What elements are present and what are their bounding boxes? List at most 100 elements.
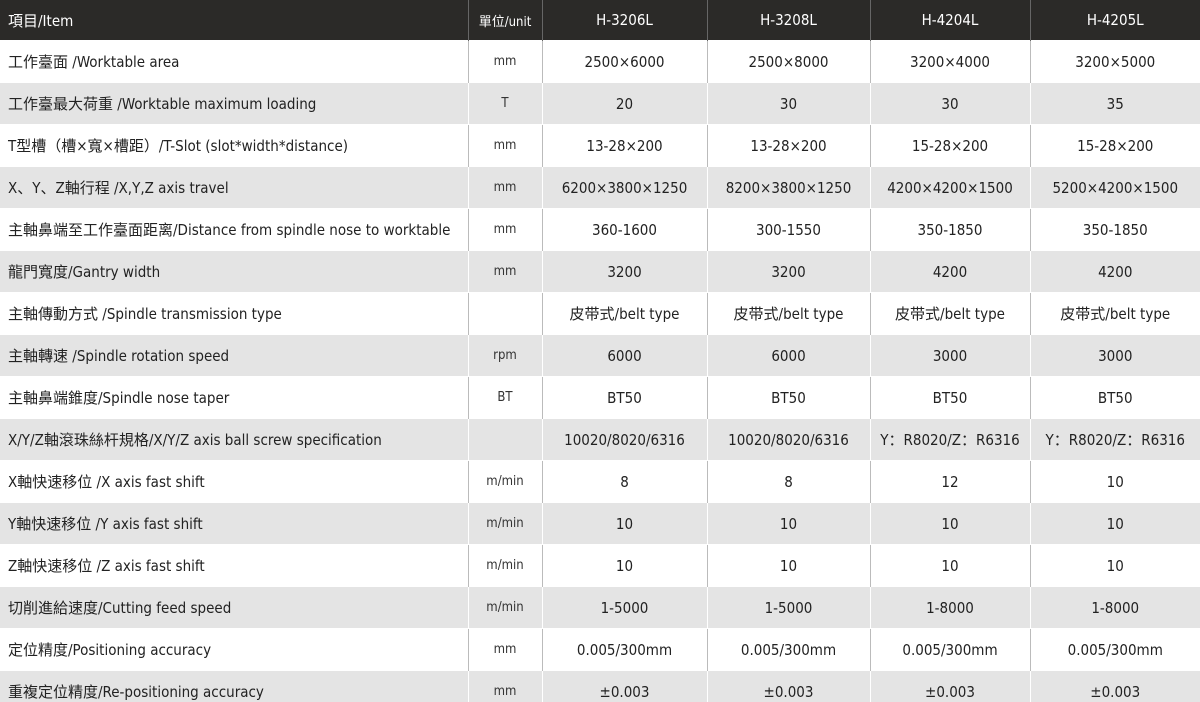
item-cell: 主軸鼻端錐度/Spindle nose taper <box>0 376 468 419</box>
value-cell: 6000 <box>541 334 707 377</box>
value-cell: 10 <box>1029 460 1200 503</box>
value-cell: 15-28×200 <box>869 124 1030 167</box>
value-cell: BT50 <box>1029 376 1200 419</box>
value-cell: 2500×6000 <box>541 40 707 83</box>
unit-cell: mm <box>467 40 542 83</box>
unit-cell: m/min <box>467 586 542 629</box>
unit-cell: BT <box>467 376 542 419</box>
item-cell: X、Y、Z軸行程 /X,Y,Z axis travel <box>0 166 468 209</box>
unit-cell: m/min <box>467 460 542 503</box>
value-cell: 30 <box>706 82 870 125</box>
value-cell: BT50 <box>869 376 1030 419</box>
value-cell: 1-8000 <box>1029 586 1200 629</box>
value-cell: 8 <box>706 460 870 503</box>
value-cell: BT50 <box>706 376 870 419</box>
spec-row: 重複定位精度/Re-positioning accuracy mm ±0.003 ±0… <box>0 670 1200 702</box>
value-cell: 2500×8000 <box>706 40 870 83</box>
value-cell: 350-1850 <box>1029 208 1200 251</box>
value-cell: 3000 <box>1029 334 1200 377</box>
spec-row: 龍門寬度/Gantry width mm 3200 3200 4200 4200 <box>0 250 1200 293</box>
value-cell: 皮带式/belt type <box>541 292 707 335</box>
model-header: H-4204L <box>869 0 1030 41</box>
item-cell: 定位精度/Positioning accuracy <box>0 628 468 671</box>
item-cell: 工作臺面 /Worktable area <box>0 40 468 83</box>
value-cell: 10 <box>1029 502 1200 545</box>
value-cell: 皮带式/belt type <box>869 292 1030 335</box>
spec-row: 主軸傳動方式 /Spindle transmission type 皮带式/bel… <box>0 292 1200 335</box>
model-header: H-4205L <box>1029 0 1200 41</box>
value-cell: 4200 <box>869 250 1030 293</box>
spec-row: X軸快速移位 /X axis fast shift m/min 8 8 12 10 <box>0 460 1200 503</box>
value-cell: 0.005/300mm <box>869 628 1030 671</box>
spec-row: 主軸鼻端至工作臺面距离/Distance from spindle nose t… <box>0 208 1200 251</box>
item-cell: 主軸傳動方式 /Spindle transmission type <box>0 292 468 335</box>
model-header: H-3208L <box>706 0 870 41</box>
value-cell: 3200×4000 <box>869 40 1030 83</box>
spec-row: Z軸快速移位 /Z axis fast shift m/min 10 10 10 10 <box>0 544 1200 587</box>
item-cell: 工作臺最大荷重 /Worktable maximum loading <box>0 82 468 125</box>
value-cell: 10 <box>1029 544 1200 587</box>
unit-cell: mm <box>467 124 542 167</box>
spec-row: 切削進給速度/Cutting feed speed m/min 1-5000 1-50… <box>0 586 1200 629</box>
value-cell: 300-1550 <box>706 208 870 251</box>
value-cell: 3000 <box>869 334 1030 377</box>
value-cell: Y：R8020/Z：R6316 <box>869 418 1030 461</box>
value-cell: ±0.003 <box>541 670 707 702</box>
unit-cell: m/min <box>467 502 542 545</box>
value-cell: 350-1850 <box>869 208 1030 251</box>
value-cell: 6000 <box>706 334 870 377</box>
value-cell: 1-5000 <box>541 586 707 629</box>
header-item: 項目/Item <box>0 0 468 41</box>
unit-cell: T <box>467 82 542 125</box>
unit-cell: rpm <box>467 334 542 377</box>
header-unit: 單位/unit <box>467 0 542 41</box>
value-cell: ±0.003 <box>869 670 1030 702</box>
unit-cell: m/min <box>467 544 542 587</box>
item-cell: 切削進給速度/Cutting feed speed <box>0 586 468 629</box>
value-cell: 12 <box>869 460 1030 503</box>
item-cell: Y軸快速移位 /Y axis fast shift <box>0 502 468 545</box>
unit-cell: mm <box>467 628 542 671</box>
value-cell: 15-28×200 <box>1029 124 1200 167</box>
value-cell: 10020/8020/6316 <box>541 418 707 461</box>
value-cell: 13-28×200 <box>706 124 870 167</box>
value-cell: 0.005/300mm <box>706 628 870 671</box>
model-header: H-3206L <box>541 0 707 41</box>
unit-cell: mm <box>467 166 542 209</box>
spec-row: Y軸快速移位 /Y axis fast shift m/min 10 10 10 10 <box>0 502 1200 545</box>
value-cell: 20 <box>541 82 707 125</box>
spec-row: X、Y、Z軸行程 /X,Y,Z axis travel mm 6200×3800×1… <box>0 166 1200 209</box>
value-cell: 35 <box>1029 82 1200 125</box>
unit-cell: mm <box>467 250 542 293</box>
item-cell: X/Y/Z軸滾珠絲杆規格/X/Y/Z axis ball screw speci… <box>0 418 468 461</box>
spec-row: 主軸轉速 /Spindle rotation speed rpm 6000 6000 3… <box>0 334 1200 377</box>
value-cell: 4200×4200×1500 <box>869 166 1030 209</box>
spec-row: 工作臺最大荷重 /Worktable maximum loading T 20 30 3… <box>0 82 1200 125</box>
value-cell: 10 <box>869 544 1030 587</box>
unit-cell: mm <box>467 670 542 702</box>
spec-row: X/Y/Z軸滾珠絲杆規格/X/Y/Z axis ball screw speci… <box>0 418 1200 461</box>
value-cell: 1-8000 <box>869 586 1030 629</box>
value-cell: 3200 <box>541 250 707 293</box>
value-cell: 8 <box>541 460 707 503</box>
unit-cell <box>467 292 542 335</box>
value-cell: 10 <box>869 502 1030 545</box>
value-cell: 10020/8020/6316 <box>706 418 870 461</box>
value-cell: 10 <box>541 502 707 545</box>
value-cell: ±0.003 <box>706 670 870 702</box>
item-cell: 重複定位精度/Re-positioning accuracy <box>0 670 468 702</box>
spec-row: 主軸鼻端錐度/Spindle nose taper BT BT50 BT50 BT50 B… <box>0 376 1200 419</box>
item-cell: 主軸轉速 /Spindle rotation speed <box>0 334 468 377</box>
unit-cell <box>467 418 542 461</box>
value-cell: 0.005/300mm <box>1029 628 1200 671</box>
value-cell: 360-1600 <box>541 208 707 251</box>
item-cell: 主軸鼻端至工作臺面距离/Distance from spindle nose t… <box>0 208 468 251</box>
value-cell: 30 <box>869 82 1030 125</box>
spec-row: T型槽（槽×寬×槽距）/T-Slot (slot*width*distance)… <box>0 124 1200 167</box>
value-cell: 10 <box>706 544 870 587</box>
unit-cell: mm <box>467 208 542 251</box>
item-cell: 龍門寬度/Gantry width <box>0 250 468 293</box>
header-row: 項目/Item 單位/unit H-3206L H-3208L H-4204L H-4… <box>0 0 1200 41</box>
value-cell: BT50 <box>541 376 707 419</box>
